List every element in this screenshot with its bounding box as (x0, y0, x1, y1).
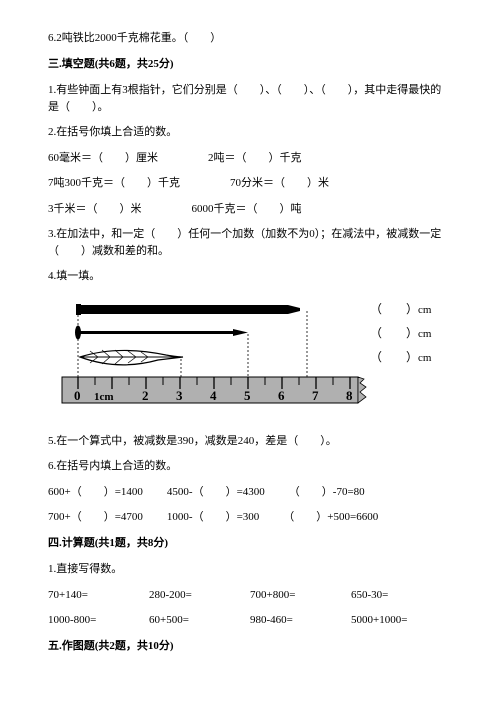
s3-q2-r2b: 70分米＝（ ）米 (230, 175, 329, 192)
svg-text:（: （ (370, 350, 382, 364)
s3-q6-r1a: 600+（ ）=1400 (48, 484, 143, 501)
section-5-title: 五.作图题(共2题，共10分) (48, 638, 452, 655)
s3-q6-r1c: （ ）-70=80 (289, 484, 365, 501)
s4-r2c: 980-460= (250, 612, 351, 629)
cm-label-1: cm (418, 304, 432, 316)
s3-q6-r1b: 4500-（ ）=4300 (167, 484, 265, 501)
s3-q6-r2c: （ ）+500=6600 (283, 509, 378, 526)
s3-q6-r2a: 700+（ ）=4700 (48, 509, 143, 526)
svg-text:6: 6 (278, 388, 285, 403)
svg-text:2: 2 (142, 388, 149, 403)
s3-q2-r2a: 7吨300千克＝（ ）千克 (48, 175, 180, 192)
svg-text:3: 3 (176, 388, 183, 403)
s3-q1: 1.有些钟面上有3根指针，它们分别是（ ）、（ ）、（ ），其中走得最快的是（ … (48, 82, 452, 115)
svg-text:（: （ (370, 326, 382, 340)
section-4-title: 四.计算题(共1题，共8分) (48, 535, 452, 552)
s3-q6-r2b: 1000-（ ）=300 (167, 509, 259, 526)
s3-q2-r1a: 60毫米＝（ ）厘米 (48, 150, 158, 167)
s4-r1a: 70+140= (48, 587, 149, 604)
leaf-icon (80, 350, 183, 365)
s3-q6: 6.在括号内填上合适的数。 (48, 458, 452, 475)
svg-text:）: ） (406, 302, 418, 316)
s4-r2d: 5000+1000= (351, 612, 452, 629)
cm-label-2: cm (418, 328, 432, 340)
svg-text:4: 4 (210, 388, 217, 403)
s3-q3: 3.在加法中，和一定（ ）任何一个加数（加数不为0）；在减法中，被减数一定（ ）… (48, 226, 452, 259)
s3-q2-r3a: 3千米＝（ ）米 (48, 201, 142, 218)
svg-text:）: ） (406, 326, 418, 340)
s3-q2-r3b: 6000千克＝（ ）吨 (192, 201, 302, 218)
s4-r1c: 700+800= (250, 587, 351, 604)
s3-q5: 5.在一个算式中，被减数是390，减数是240，差是（ ）。 (48, 433, 452, 450)
pencil-icon (76, 304, 308, 315)
section-3-title: 三.填空题(共6题，共25分) (48, 56, 452, 73)
s4-q1: 1.直接写得数。 (48, 561, 452, 578)
s4-r1d: 650-30= (351, 587, 452, 604)
nail-icon (75, 325, 248, 339)
svg-text:0: 0 (74, 388, 81, 403)
svg-text:（: （ (370, 302, 382, 316)
svg-text:8: 8 (346, 388, 353, 403)
svg-text:）: ） (406, 350, 418, 364)
cm-label-3: cm (418, 352, 432, 364)
ruler-icon: 0 1cm 2 3 4 5 6 7 8 (62, 377, 366, 403)
s3-q2-r1b: 2吨＝（ ）千克 (208, 150, 302, 167)
question-6: 6.2吨铁比2000千克棉花重。（ ） (48, 30, 452, 47)
s4-r1b: 280-200= (149, 587, 250, 604)
ruler-figure: （ ） cm （ ） cm （ ） cm (48, 297, 438, 417)
svg-text:5: 5 (244, 388, 251, 403)
s4-r2a: 1000-800= (48, 612, 149, 629)
s3-q2: 2.在括号你填上合适的数。 (48, 124, 452, 141)
svg-text:7: 7 (312, 388, 319, 403)
s4-r2b: 60+500= (149, 612, 250, 629)
svg-text:1cm: 1cm (94, 391, 114, 403)
s3-q4: 4.填一填。 (48, 268, 452, 285)
